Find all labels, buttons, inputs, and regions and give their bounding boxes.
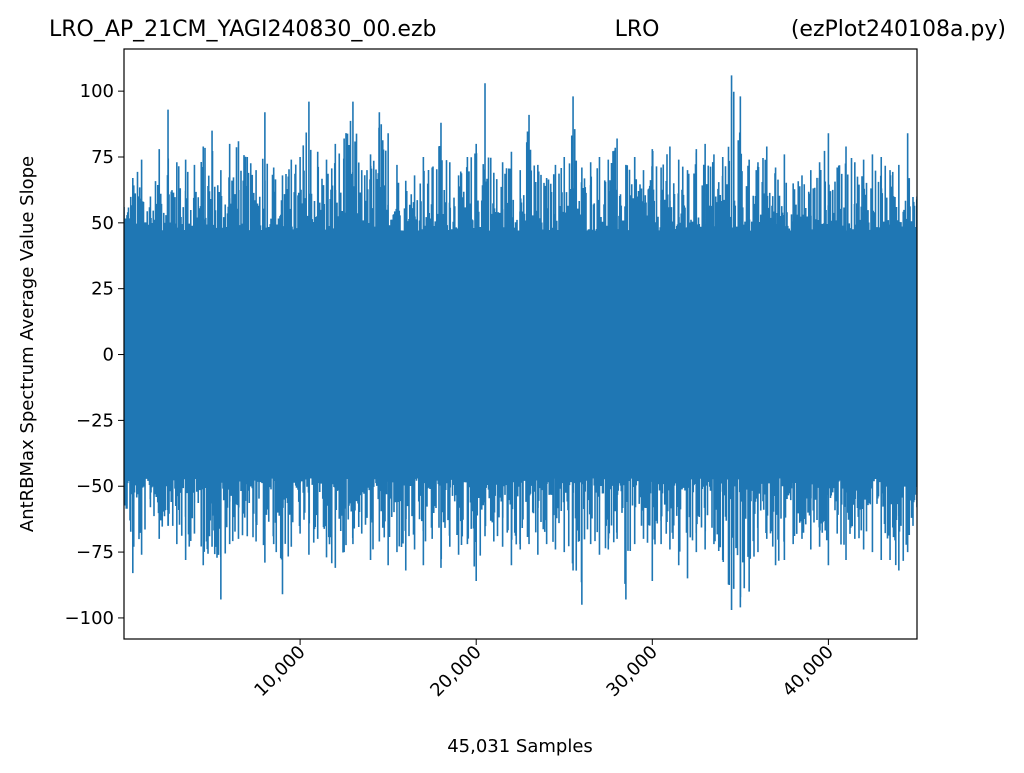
- x-tick-label: 30,000: [602, 642, 661, 701]
- y-tick-label: −100: [65, 608, 114, 629]
- y-tick-label: −50: [76, 476, 114, 497]
- x-tick-label: 20,000: [426, 642, 485, 701]
- y-axis-label: AntRBMax Spectrum Average Value Slope: [17, 156, 38, 532]
- y-tick-label: 0: [103, 345, 114, 366]
- y-tick-label: −25: [76, 410, 114, 431]
- y-tick-label: 50: [91, 213, 114, 234]
- y-tick-label: 100: [80, 81, 114, 102]
- x-tick-label: 40,000: [779, 642, 838, 701]
- title-center: LRO: [615, 17, 660, 42]
- title-right: (ezPlot240108a.py): [791, 17, 1006, 42]
- y-tick-label: −75: [76, 542, 114, 563]
- y-tick-label: 25: [91, 279, 114, 300]
- plot-frame: [123, 48, 918, 640]
- series-group: [124, 75, 917, 611]
- title-left: LRO_AP_21CM_YAGI240830_00.ezb: [49, 17, 436, 42]
- y-axis: 100 75 50 25 0 −25 −50 −75 −100: [65, 81, 124, 629]
- series-line: [124, 75, 917, 611]
- x-axis: 10,000 20,000 30,000 40,000: [250, 639, 838, 701]
- x-axis-label: 45,031 Samples: [447, 736, 593, 757]
- y-tick-label: 75: [91, 147, 114, 168]
- x-tick-label: 10,000: [250, 642, 309, 701]
